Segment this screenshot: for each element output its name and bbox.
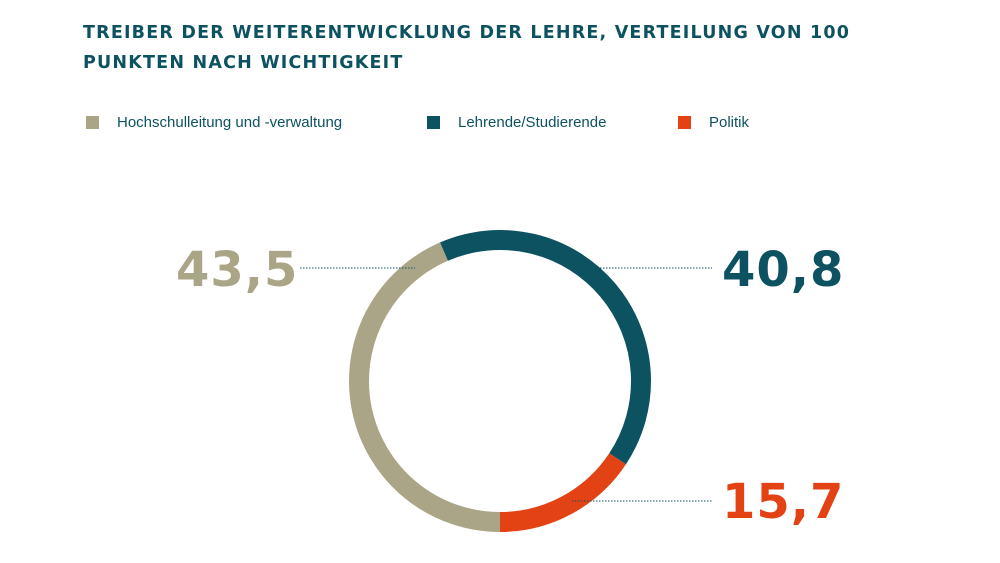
legend-swatch: [86, 116, 99, 129]
legend-swatch: [678, 116, 691, 129]
legend-label: Hochschulleitung und -verwaltung: [117, 114, 343, 131]
segment-hochschulleitung: [349, 242, 501, 532]
legend-swatch: [427, 116, 440, 129]
chart-title: TREIBER DER WEITERENTWICKLUNG DER LEHRE,…: [83, 23, 851, 73]
value-label-hochschulleitung: 43,5: [176, 242, 299, 298]
value-label-politik: 15,7: [722, 474, 845, 530]
value-label-lehrende: 40,8: [722, 242, 845, 298]
legend: Hochschulleitung und -verwaltung Lehrend…: [0, 114, 1000, 136]
legend-label: Lehrende/Studierende: [458, 114, 607, 131]
legend-item-politik: Politik: [678, 114, 749, 131]
segment-lehrende: [440, 230, 651, 465]
legend-label: Politik: [709, 114, 750, 131]
legend-item-lehrende: Lehrende/Studierende: [427, 114, 606, 131]
segment-politik: [499, 453, 626, 532]
legend-item-hochschulleitung: Hochschulleitung und -verwaltung: [86, 114, 342, 131]
